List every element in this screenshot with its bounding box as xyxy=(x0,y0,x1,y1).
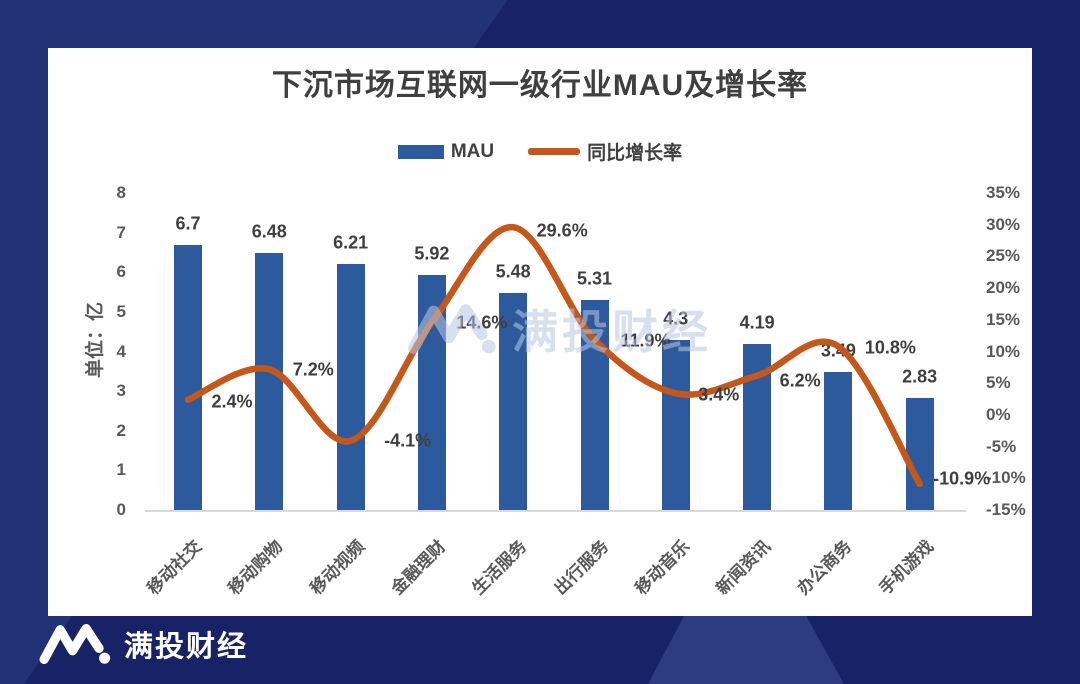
right-axis-tick: 15% xyxy=(986,309,1021,329)
line-point-label: 29.6% xyxy=(536,220,588,241)
left-axis-tick: 0 xyxy=(116,500,126,519)
bar-value-label: 5.92 xyxy=(414,243,450,264)
bar xyxy=(661,339,690,510)
x-axis-line xyxy=(145,510,966,512)
footer-brand: 满投财经 xyxy=(38,620,248,668)
line-point-label: 7.2% xyxy=(292,359,334,380)
right-axis-tick: -10% xyxy=(986,468,1026,488)
left-axis-tick: 4 xyxy=(116,341,126,361)
brand-m-logo-icon xyxy=(39,623,111,665)
bar-value-label: 2.83 xyxy=(902,366,938,387)
right-axis-tick: 35% xyxy=(986,183,1021,202)
bar-value-label: 6.21 xyxy=(333,232,369,253)
right-axis-tick: 30% xyxy=(986,214,1021,234)
line-point-label: -4.1% xyxy=(384,430,432,451)
line-point-label: -10.9% xyxy=(933,468,991,489)
legend-label-growth: 同比增长率 xyxy=(587,143,683,164)
left-axis-tick: 8 xyxy=(116,183,126,202)
chart-title: 下沉市场互联网一级行业MAU及增长率 xyxy=(271,69,809,102)
bar-value-label: 4.3 xyxy=(663,308,689,329)
legend-item-mau: MAU xyxy=(397,140,495,163)
footer-brand-text: 满投财经 xyxy=(124,631,249,663)
bar xyxy=(255,253,284,510)
right-axis-tick: 0% xyxy=(986,404,1011,424)
bar xyxy=(580,299,609,510)
bar-value-label: 5.48 xyxy=(495,261,531,282)
bar xyxy=(174,244,202,510)
bar xyxy=(743,343,772,510)
line-point-label: 14.6% xyxy=(456,312,508,333)
legend-label-mau: MAU xyxy=(450,140,495,162)
growth-line-swatch-icon xyxy=(528,148,581,155)
line-point-label: 6.2% xyxy=(779,370,821,391)
left-axis-tick: 7 xyxy=(116,222,126,242)
legend-item-growth: 同比增长率 xyxy=(528,138,682,165)
bar-value-label: 6.48 xyxy=(251,221,287,242)
right-axis-tick: 25% xyxy=(986,246,1021,266)
bar xyxy=(905,397,934,510)
line-point-label: 11.9% xyxy=(620,330,671,351)
left-axis-tick: 6 xyxy=(116,262,126,282)
right-axis-tick: 10% xyxy=(986,341,1021,361)
right-axis-tick: -5% xyxy=(986,436,1017,456)
line-point-label: 10.8% xyxy=(864,337,916,358)
mau-bar-swatch-icon xyxy=(397,144,444,159)
bar-value-label: 6.7 xyxy=(175,213,201,233)
bar-value-label: 4.19 xyxy=(739,312,775,333)
right-axis-tick: -15% xyxy=(986,500,1026,519)
right-axis-tick: 5% xyxy=(986,373,1011,393)
line-point-label: 2.4% xyxy=(211,391,253,412)
left-axis-tick: 2 xyxy=(116,420,126,440)
bar-value-label: 5.31 xyxy=(576,268,613,289)
left-axis-tick: 3 xyxy=(116,381,126,401)
bar xyxy=(824,371,853,510)
bar xyxy=(417,275,446,510)
bar-value-label: 3.49 xyxy=(820,340,856,361)
left-axis-tick: 1 xyxy=(116,460,126,480)
line-point-label: 3.4% xyxy=(698,384,740,405)
left-axis-tick: 5 xyxy=(116,301,126,321)
right-axis-tick: 20% xyxy=(986,278,1021,298)
legend: MAU 同比增长率 xyxy=(48,138,1032,165)
bar xyxy=(336,263,365,510)
